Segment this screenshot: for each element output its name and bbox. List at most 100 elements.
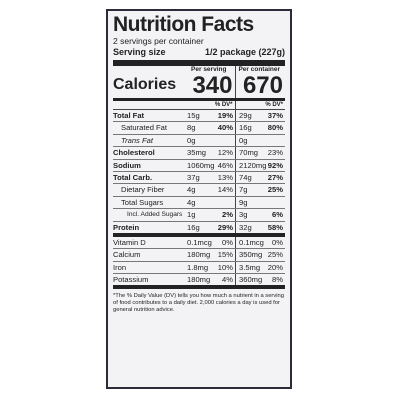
- serving-dv: 29%: [213, 221, 236, 233]
- vitamin-name: Potassium: [113, 275, 149, 285]
- calories-label: Calories: [113, 76, 177, 93]
- serving-dv: 10%: [213, 261, 236, 274]
- nutrition-facts-label: Nutrition Facts 2 servings per container…: [106, 9, 292, 389]
- container-amount: 70mg: [239, 148, 258, 158]
- serving-dv: 15%: [213, 249, 236, 261]
- container-amount: 0g: [239, 135, 248, 145]
- serving-dv: 19%: [213, 110, 236, 122]
- nutrient-row: Protein 16g 29% 32g 58%: [113, 221, 285, 237]
- container-dv: 8%: [272, 275, 283, 285]
- serving-size-value: 1/2 package (227g): [204, 47, 285, 57]
- servings-per-container: 2 servings per container: [113, 36, 204, 46]
- container-dv: 58%: [267, 222, 283, 232]
- container-dv: [265, 197, 285, 208]
- calories-block: Calories Per serving 340 Per container 6…: [113, 66, 285, 101]
- container-dv: 25%: [267, 250, 283, 260]
- container-dv: 0%: [272, 237, 283, 247]
- calories-per-container-column: Per container 670: [236, 66, 286, 98]
- vitamin-row: Potassium 180mg 4% 360mg 8%: [113, 274, 285, 290]
- container-dv: [265, 135, 285, 146]
- nutrient-name: Dietary Fiber: [121, 185, 165, 195]
- serving-amount: 4g: [187, 197, 196, 207]
- container-dv: 80%: [267, 123, 283, 133]
- serving-amount: 180mg: [187, 250, 211, 260]
- container-amount: 3.5mg: [239, 262, 261, 272]
- serving-dv: [213, 196, 236, 209]
- container-dv: 6%: [272, 210, 283, 220]
- nutrient-name: Saturated Fat: [121, 123, 168, 133]
- nutrient-name: Total Sugars: [121, 197, 164, 207]
- nutrient-row: Trans Fat 0g 0g: [113, 134, 285, 148]
- serving-amount: 8g: [187, 123, 196, 133]
- serving-size-label: Serving size: [113, 47, 166, 57]
- per-serving-header: Per serving: [191, 66, 227, 73]
- serving-amount: 37g: [187, 172, 200, 182]
- vitamin-name: Calcium: [113, 250, 141, 260]
- vitamin-row: Calcium 180mg 15% 350mg 25%: [113, 249, 285, 262]
- nutrient-name: Total Carb.: [113, 172, 153, 182]
- nutrient-name: Total Fat: [113, 111, 145, 120]
- serving-amount: 0.1mcg: [187, 237, 212, 247]
- calories-per-serving: 340: [192, 72, 233, 99]
- container-dv: 20%: [267, 262, 283, 272]
- nutrient-row: Dietary Fiber 4g 14% 7g 25%: [113, 184, 285, 197]
- dv-header-container: % DV*: [265, 102, 283, 108]
- nutrient-row: Sodium 1060mg 46% 2120mg 92%: [113, 159, 285, 172]
- container-amount: 3g: [239, 210, 248, 220]
- nutrient-name: Cholesterol: [113, 148, 155, 158]
- nutrient-name: Protein: [113, 222, 140, 232]
- serving-amount: 35mg: [187, 148, 206, 158]
- label-title: Nutrition Facts: [113, 13, 254, 36]
- serving-dv: 12%: [213, 147, 236, 159]
- serving-amount: 1.8mg: [187, 262, 209, 272]
- serving-dv: 13%: [213, 171, 236, 184]
- serving-size-row: Serving size 1/2 package (227g): [113, 47, 285, 66]
- serving-amount: 16g: [187, 222, 200, 232]
- container-amount: 32g: [239, 222, 252, 232]
- container-amount: 16g: [239, 123, 252, 133]
- dv-footnote: *The % Daily Value (DV) tells you how mu…: [113, 293, 284, 314]
- calories-per-container: 670: [242, 72, 283, 99]
- nutrient-row: Incl. Added Sugars 1g 2% 3g 6%: [113, 209, 285, 222]
- container-amount: 9g: [239, 197, 248, 207]
- container-dv: 23%: [267, 148, 283, 158]
- nutrient-row: Total Carb. 37g 13% 74g 27%: [113, 171, 285, 185]
- serving-amount: 1060mg: [187, 160, 215, 170]
- serving-dv: 0%: [213, 236, 236, 249]
- container-dv: 92%: [267, 160, 283, 170]
- container-dv: 27%: [267, 172, 283, 182]
- serving-amount: 4g: [187, 185, 196, 195]
- vitamin-row: Vitamin D 0.1mcg 0% 0.1mcg 0%: [113, 236, 285, 250]
- serving-amount: 15g: [187, 111, 200, 120]
- container-amount: 360mg: [239, 275, 263, 285]
- vitamin-name: Iron: [113, 262, 127, 272]
- container-dv: 37%: [267, 111, 283, 120]
- serving-dv: 2%: [213, 209, 236, 221]
- nutrient-name: Trans Fat: [121, 135, 153, 145]
- container-amount: 74g: [239, 172, 252, 182]
- vitamin-row: Iron 1.8mg 10% 3.5mg 20%: [113, 261, 285, 275]
- container-amount: 29g: [239, 111, 252, 120]
- serving-dv: 46%: [213, 159, 236, 171]
- calories-per-serving-column: Per serving 340: [185, 66, 236, 98]
- dv-header-serving: % DV*: [185, 101, 236, 109]
- container-amount: 2120mg: [239, 160, 267, 170]
- serving-dv: 4%: [213, 274, 236, 286]
- per-container-header: Per container: [238, 66, 281, 73]
- serving-dv: 14%: [213, 184, 236, 196]
- vitamin-name: Vitamin D: [113, 237, 146, 247]
- serving-amount: 0g: [187, 135, 196, 145]
- nutrient-name: Sodium: [113, 160, 141, 170]
- container-dv: 25%: [267, 185, 283, 195]
- serving-dv: 40%: [213, 122, 236, 134]
- serving-amount: 1g: [187, 210, 196, 220]
- nutrient-row: Cholesterol 35mg 12% 70mg 23%: [113, 147, 285, 160]
- container-amount: 7g: [239, 185, 248, 195]
- nutrient-row: Saturated Fat 8g 40% 16g 80%: [113, 122, 285, 135]
- container-amount: 350mg: [239, 250, 263, 260]
- nutrient-row: Total Fat 15g 19% 29g 37%: [113, 110, 285, 123]
- serving-dv: [213, 134, 236, 147]
- nutrient-name: Incl. Added Sugars: [127, 211, 183, 219]
- container-amount: 0.1mcg: [239, 237, 264, 247]
- dv-header-row: % DV* % DV*: [113, 101, 285, 110]
